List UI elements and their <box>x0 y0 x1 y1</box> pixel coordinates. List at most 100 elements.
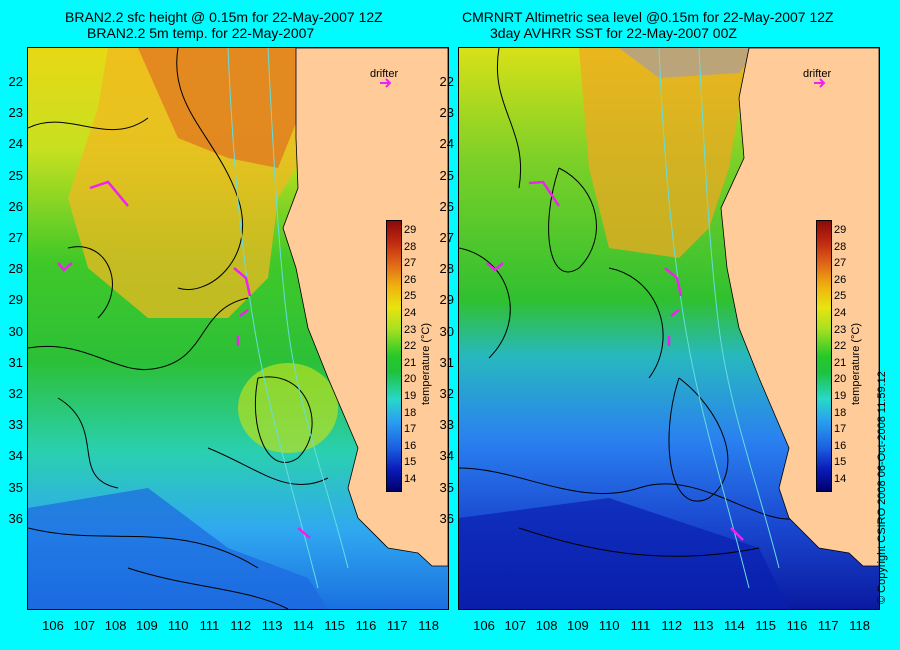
right-map <box>459 48 879 609</box>
left-lat-tick-36: 36 <box>8 510 23 526</box>
right-cbar-tick-21: 21 <box>834 356 847 369</box>
cool-eddy <box>238 363 338 453</box>
right-lat-tick-22: 22 <box>439 74 454 89</box>
left-title-line1: BRAN2.2 sfc height @ 0.15m for 22-May-20… <box>65 9 383 25</box>
right-lon-tick-117: 117 <box>817 618 839 633</box>
right-cbar-tick-15: 15 <box>834 456 847 469</box>
right-title-line1: CMRNRT Altimetric sea level @0.15m for 2… <box>462 9 834 25</box>
left-lat-tick-23: 23 <box>8 105 23 121</box>
left-cbar-tick-15: 15 <box>404 456 417 469</box>
right-lat-tick-28: 28 <box>439 261 454 277</box>
right-lat-tick-31: 31 <box>439 354 454 370</box>
left-lon-tick-107: 107 <box>73 618 96 633</box>
left-lon-tick-111: 111 <box>199 618 220 633</box>
left-lon-tick-115: 115 <box>324 618 346 633</box>
right-title-line2: 3day AVHRR SST for 22-May-2007 00Z <box>490 25 737 41</box>
left-cbar-tick-17: 17 <box>404 423 417 436</box>
left-lon-tick-110: 110 <box>167 618 189 633</box>
left-lon-tick-112: 112 <box>230 618 252 633</box>
left-cbar-tick-23: 23 <box>404 323 417 336</box>
left-lat-tick-22: 22 <box>8 74 23 89</box>
left-lon-tick-109: 109 <box>136 618 158 633</box>
left-lon-tick-117: 117 <box>386 618 408 633</box>
cold-water <box>28 488 328 609</box>
left-lon-tick-114: 114 <box>293 618 314 633</box>
left-colorbar <box>386 220 402 492</box>
warm-current-band <box>579 48 759 258</box>
drifter-track <box>57 180 311 539</box>
left-lon-tick-113: 113 <box>261 618 283 633</box>
left-lat-tick-34: 34 <box>8 448 23 464</box>
right-lat-tick-25: 25 <box>439 167 454 183</box>
right-lat-tick-24: 24 <box>439 136 454 152</box>
right-lat-tick-30: 30 <box>439 323 454 339</box>
left-lat-tick-26: 26 <box>8 198 23 214</box>
left-cbar-tick-25: 25 <box>404 290 417 303</box>
right-lat-tick-34: 34 <box>439 448 454 464</box>
left-cbar-tick-22: 22 <box>404 340 417 353</box>
cloud-cover <box>619 48 759 78</box>
right-lat-tick-27: 27 <box>439 230 454 245</box>
left-cbar-tick-14: 14 <box>404 473 417 485</box>
left-drifter-label: drifter <box>370 68 399 80</box>
copyright-notice: © Copyright CSIRO 2008 06-Oct-2008 11:59… <box>876 371 888 604</box>
right-cbar-tick-29: 29 <box>834 224 847 236</box>
right-lat-tick-33: 33 <box>439 417 454 433</box>
left-colorbar-label: temperature (°C) <box>420 322 432 405</box>
right-lat-tick-23: 23 <box>439 105 454 121</box>
left-lon-tick-118: 118 <box>418 618 439 633</box>
right-cbar-tick-25: 25 <box>834 290 847 303</box>
left-map-panel <box>27 47 449 610</box>
coastline-contour <box>658 48 780 589</box>
right-cbar-tick-23: 23 <box>834 323 847 336</box>
right-lat-tick-29: 29 <box>439 292 454 308</box>
left-lat-tick-32: 32 <box>8 386 23 401</box>
left-map <box>28 48 448 609</box>
left-lat-tick-35: 35 <box>8 479 23 495</box>
right-lat-tick-26: 26 <box>439 198 454 214</box>
left-cbar-tick-24: 24 <box>404 307 417 319</box>
right-lon-tick-116: 116 <box>786 618 808 633</box>
right-cbar-tick-27: 27 <box>834 257 847 270</box>
drifter-legend-arrow <box>814 78 826 88</box>
left-lat-tick-28: 28 <box>8 261 23 277</box>
left-lon-tick-116: 116 <box>355 618 377 633</box>
right-cbar-tick-20: 20 <box>834 373 847 386</box>
right-lat-tick-35: 35 <box>439 479 454 495</box>
right-lon-tick-115: 115 <box>755 618 777 633</box>
left-cbar-tick-21: 21 <box>404 356 417 369</box>
hot-core <box>138 48 308 168</box>
left-lat-tick-25: 25 <box>8 167 23 183</box>
right-cbar-tick-18: 18 <box>834 406 847 419</box>
right-cbar-tick-24: 24 <box>834 307 847 319</box>
right-drifter-label: drifter <box>803 68 832 80</box>
left-cbar-tick-20: 20 <box>404 373 417 386</box>
right-colorbar <box>816 220 832 492</box>
right-lon-tick-109: 109 <box>567 618 589 633</box>
coastline-contour <box>227 48 349 589</box>
left-lat-tick-30: 30 <box>8 323 23 339</box>
left-lat-tick-24: 24 <box>8 136 23 152</box>
right-lon-tick-106: 106 <box>473 618 495 633</box>
left-cbar-tick-18: 18 <box>404 406 417 419</box>
left-cbar-tick-28: 28 <box>404 240 417 253</box>
left-cbar-tick-26: 26 <box>404 273 417 286</box>
right-lon-tick-114: 114 <box>724 618 745 633</box>
left-lon-tick-108: 108 <box>104 618 127 633</box>
drifter-track <box>486 180 744 541</box>
left-lat-tick-31: 31 <box>8 354 23 370</box>
right-lat-tick-32: 32 <box>439 386 454 401</box>
right-lat-tick-36: 36 <box>439 510 454 526</box>
right-lon-tick-112: 112 <box>661 618 683 633</box>
right-cbar-tick-19: 19 <box>834 390 847 402</box>
right-lon-tick-113: 113 <box>692 618 714 633</box>
drifter-legend-arrow <box>380 78 392 88</box>
right-lon-tick-118: 118 <box>849 618 870 633</box>
left-lat-tick-29: 29 <box>8 292 23 308</box>
right-colorbar-label: temperature (°C) <box>850 322 862 405</box>
right-cbar-tick-22: 22 <box>834 340 847 353</box>
right-lon-tick-108: 108 <box>535 618 558 633</box>
right-cbar-tick-14: 14 <box>834 473 847 485</box>
right-cbar-tick-16: 16 <box>834 439 847 452</box>
land-mass <box>282 48 448 567</box>
